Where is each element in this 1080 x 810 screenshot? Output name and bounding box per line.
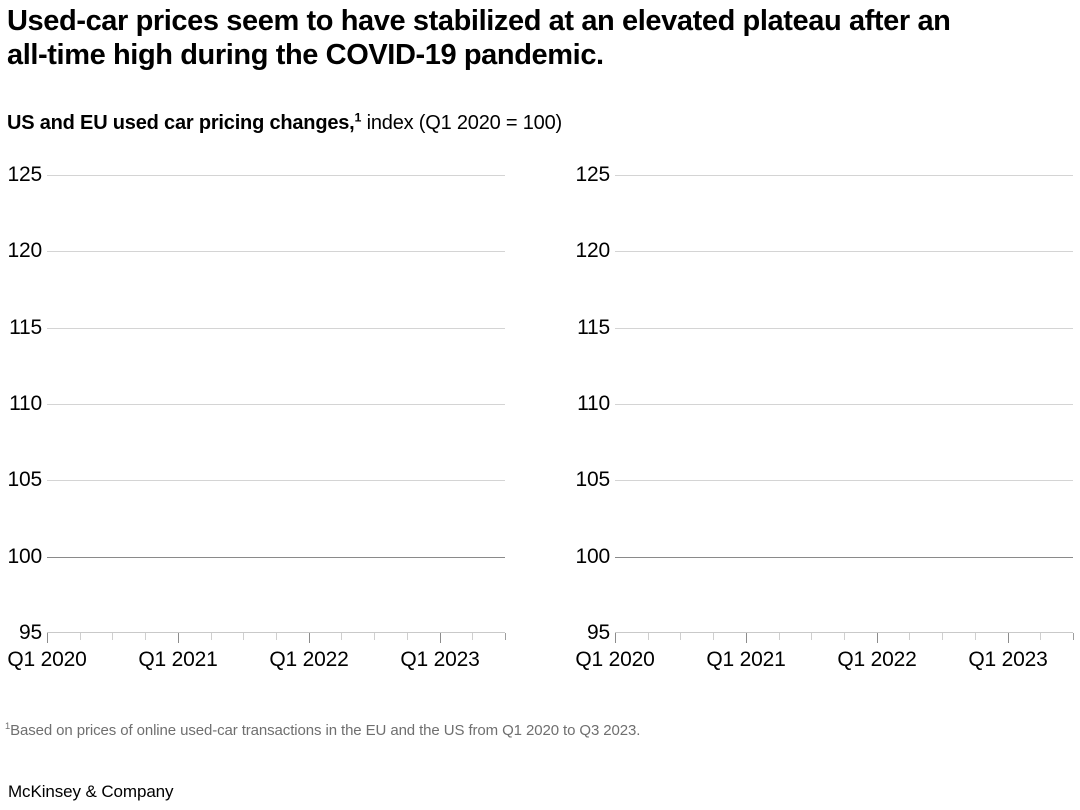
x-axis-minor-tick (680, 633, 682, 640)
page-title: Used-car prices seem to have stabilized … (7, 4, 951, 72)
x-axis-major-tick (308, 633, 310, 643)
x-axis-minor-tick (276, 633, 277, 640)
y-tick-label: 120 (7, 239, 43, 262)
x-axis-minor-tick (374, 633, 376, 640)
x-axis (615, 632, 1074, 643)
gridline-105 (47, 480, 505, 481)
x-axis-minor-tick (778, 633, 780, 640)
subtitle-footnote-marker: 1 (354, 110, 362, 125)
x-tick-label: Q1 2022 (269, 648, 349, 671)
x-axis-major-tick (745, 633, 747, 643)
y-tick-label: 95 (587, 621, 610, 644)
gridline-125 (47, 175, 505, 176)
chart-panel-left: 125 120 115 110 105 100 95 Q1 2020 Q1 20… (0, 163, 512, 685)
y-tick-label: 95 (19, 621, 42, 644)
x-axis-major-tick (615, 633, 616, 643)
plot-area (47, 175, 506, 643)
y-tick-label: 115 (577, 316, 610, 339)
gridline-115 (615, 328, 1073, 329)
y-tick-label: 105 (7, 468, 43, 491)
x-axis-major-tick (177, 633, 179, 643)
chart-subtitle: US and EU used car pricing changes,1 ind… (7, 110, 562, 136)
x-axis-major-tick (47, 633, 48, 643)
x-axis-minor-tick (243, 633, 245, 640)
x-axis-minor-tick (406, 633, 408, 640)
footnote-text: Based on prices of online used-car trans… (10, 722, 641, 739)
y-tick-label: 115 (9, 316, 42, 339)
x-axis-minor-tick (472, 633, 474, 640)
x-axis-major-tick (439, 633, 441, 643)
x-axis-minor-tick (713, 633, 715, 640)
y-tick-label: 105 (575, 468, 611, 491)
x-axis-major-tick (876, 633, 878, 643)
gridline-120 (47, 251, 505, 252)
y-tick-label: 100 (7, 545, 43, 568)
x-axis-minor-tick (909, 633, 911, 640)
x-axis (47, 632, 506, 643)
chart-panel-right: 125 120 115 110 105 100 95 Q1 2020 Q1 20… (568, 163, 1080, 685)
gridline-120 (615, 251, 1073, 252)
gridline-125 (615, 175, 1073, 176)
y-tick-label: 120 (575, 239, 611, 262)
x-axis-minor-tick (112, 633, 114, 640)
gridline-105 (615, 480, 1073, 481)
x-axis-minor-tick (811, 633, 813, 640)
x-tick-label: Q1 2023 (400, 648, 480, 671)
chart-subtitle-units: index (Q1 2020 = 100) (361, 112, 563, 134)
y-tick-label: 110 (577, 392, 610, 415)
footnote: 1Based on prices of online used-car tran… (5, 721, 640, 740)
y-tick-label: 110 (9, 392, 42, 415)
x-tick-label: Q1 2021 (706, 648, 786, 671)
x-tick-label: Q1 2023 (968, 648, 1048, 671)
plot-area (615, 175, 1074, 643)
gridline-115 (47, 328, 505, 329)
x-axis-minor-tick (1073, 633, 1074, 640)
page-title-line-2: all-time high during the COVID-19 pandem… (7, 39, 604, 71)
x-tick-label: Q1 2020 (575, 648, 655, 671)
y-tick-label: 125 (7, 163, 43, 186)
x-axis-minor-tick (341, 633, 343, 640)
y-tick-label: 100 (575, 545, 611, 568)
x-axis-major-tick (1007, 633, 1009, 643)
x-axis-minor-tick (505, 633, 506, 640)
x-axis-minor-tick (844, 633, 845, 640)
x-axis-minor-tick (647, 633, 649, 640)
y-tick-label: 125 (575, 163, 611, 186)
x-axis-minor-tick (1040, 633, 1042, 640)
footnote-marker: 1 (5, 721, 11, 731)
x-axis-minor-tick (145, 633, 147, 640)
x-axis-minor-tick (79, 633, 81, 640)
chart-subtitle-bold: US and EU used car pricing changes, (7, 112, 355, 134)
x-tick-label: Q1 2021 (138, 648, 218, 671)
x-tick-label: Q1 2020 (7, 648, 87, 671)
x-axis-minor-tick (942, 633, 944, 640)
x-tick-label: Q1 2022 (837, 648, 917, 671)
mckinsey-company-logo: McKinsey & Company (8, 782, 174, 801)
gridline-110 (615, 404, 1073, 405)
x-axis-minor-tick (974, 633, 976, 640)
gridline-110 (47, 404, 505, 405)
gridline-100-baseline (47, 557, 505, 558)
gridline-100-baseline (615, 557, 1073, 558)
x-axis-minor-tick (210, 633, 212, 640)
page-title-line-1: Used-car prices seem to have stabilized … (7, 5, 951, 37)
